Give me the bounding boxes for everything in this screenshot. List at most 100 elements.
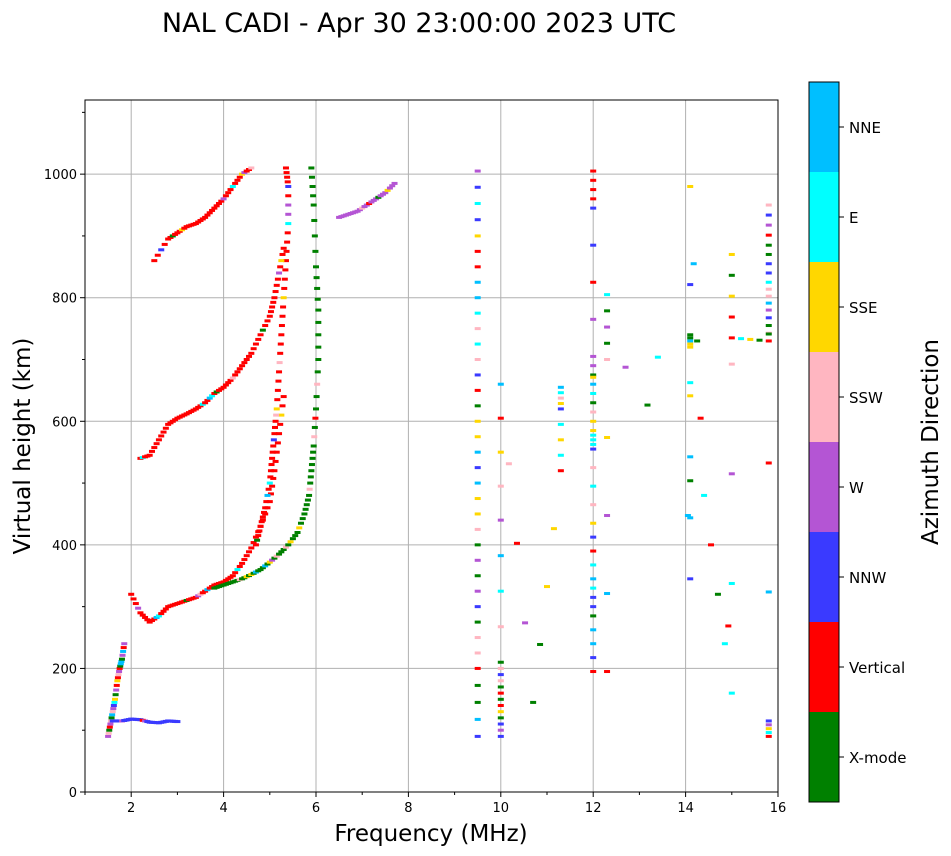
echo-point	[359, 206, 366, 210]
echo-point	[590, 438, 597, 442]
echo-point	[272, 290, 279, 294]
echo-point	[277, 422, 284, 426]
echo-point	[160, 609, 167, 613]
echo-point	[135, 606, 142, 610]
echo-point	[314, 286, 321, 290]
echo-point	[269, 558, 276, 562]
echo-point	[474, 589, 481, 593]
echo-point	[144, 618, 151, 622]
echo-point	[215, 388, 222, 392]
echo-point	[284, 231, 291, 235]
echo-point	[269, 484, 276, 488]
echo-point	[271, 432, 278, 436]
echo-point	[279, 314, 286, 318]
echo-point	[276, 361, 283, 365]
echo-point	[110, 707, 117, 711]
echo-point	[174, 231, 181, 235]
echo-point	[590, 391, 597, 395]
echo-point	[266, 481, 273, 485]
echo-point	[474, 700, 481, 704]
echo-point	[117, 664, 124, 668]
echo-point	[687, 394, 694, 398]
echo-point	[497, 722, 504, 726]
echo-point	[497, 704, 504, 707]
echo-point	[590, 178, 597, 182]
echo-point	[153, 615, 160, 619]
echo-point	[161, 242, 168, 246]
echo-point	[267, 492, 274, 496]
echo-point	[262, 564, 269, 568]
echo-point	[311, 425, 318, 429]
echo-point	[172, 232, 179, 236]
echo-point	[765, 252, 772, 256]
colorbar-tick-label: Vertical	[849, 659, 905, 677]
echo-point	[728, 362, 735, 366]
echo-point	[604, 436, 611, 440]
echo-point	[232, 181, 239, 185]
echo-point	[284, 240, 291, 244]
echo-point	[315, 345, 322, 349]
colorbar-tick-label: SSE	[849, 299, 878, 317]
echo-point	[765, 731, 772, 735]
y-tick-label: 200	[52, 662, 77, 677]
echo-point	[474, 265, 481, 269]
echo-point	[114, 676, 121, 680]
echo-point	[262, 324, 269, 328]
x-tick-label: 4	[219, 801, 227, 816]
echo-point	[284, 180, 291, 184]
echo-point	[366, 201, 373, 205]
echo-point	[299, 517, 306, 521]
echo-point	[497, 382, 504, 386]
echo-point	[590, 656, 597, 660]
echo-point	[497, 666, 504, 670]
echo-point	[206, 586, 213, 590]
echo-point	[243, 554, 250, 558]
echo-point	[282, 268, 289, 272]
echo-point	[294, 531, 301, 534]
echo-point	[269, 450, 276, 454]
echo-point	[307, 475, 314, 479]
echo-point	[120, 646, 127, 650]
echo-point	[497, 673, 504, 677]
echo-point	[109, 713, 116, 717]
echo-point	[474, 388, 481, 392]
colorbar-tick-label: W	[849, 479, 864, 497]
echo-point	[285, 543, 292, 547]
echo-point	[277, 265, 284, 269]
y-axis-ticks: 0 200 400 600 800 1000	[44, 111, 85, 801]
colorbar-tick-label: NNE	[849, 119, 881, 137]
echo-point	[279, 404, 286, 408]
echo-point	[604, 309, 611, 313]
colorbar-segment	[809, 622, 839, 712]
echo-point	[285, 185, 292, 188]
x-tick-label: 2	[127, 801, 135, 816]
echo-point	[197, 218, 204, 222]
echo-point	[118, 659, 125, 663]
echo-point	[313, 407, 319, 411]
echo-point	[530, 700, 537, 704]
echo-point	[314, 382, 321, 386]
echo-point	[590, 442, 597, 446]
colorbar-segment	[809, 532, 839, 622]
echo-point	[287, 540, 294, 544]
echo-point	[604, 293, 611, 297]
echo-point	[590, 670, 597, 674]
echo-point	[474, 435, 481, 439]
echo-point	[113, 683, 120, 687]
echo-point	[259, 515, 266, 519]
echo-point	[274, 441, 281, 445]
echo-point	[292, 534, 299, 538]
echo-point	[301, 512, 308, 516]
echo-point	[280, 395, 287, 399]
echo-point	[280, 305, 287, 309]
echo-point	[220, 385, 227, 389]
echo-point	[474, 201, 481, 205]
echo-point	[213, 390, 220, 394]
echo-point	[474, 527, 481, 531]
echo-point	[114, 679, 121, 683]
echo-point	[285, 222, 292, 226]
echo-point	[604, 325, 611, 329]
echo-point	[687, 333, 694, 337]
echo-point	[765, 461, 772, 465]
